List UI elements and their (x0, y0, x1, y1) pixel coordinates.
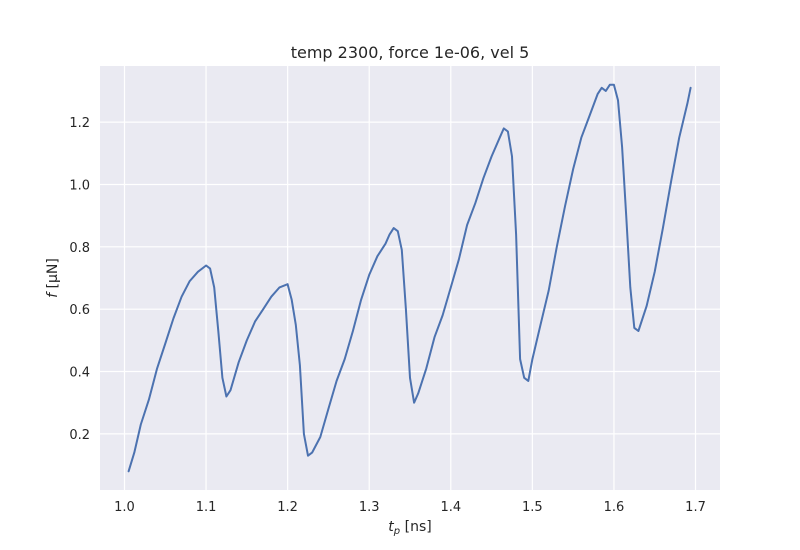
y-tick-label: 1.2 (69, 116, 90, 131)
series-line (127, 83, 692, 473)
x-axis-label-main: t (388, 519, 394, 535)
x-tick-label: 1.6 (604, 500, 625, 515)
y-axis-label: f [μN] (45, 258, 61, 298)
y-tick-label: 0.6 (69, 303, 90, 318)
x-tick-label: 1.3 (359, 500, 380, 515)
y-tick-label: 0.8 (69, 241, 90, 256)
x-tick-label: 1.5 (522, 500, 543, 515)
y-tick-label: 1.0 (69, 178, 90, 193)
x-axis-label-sub: p (393, 526, 400, 537)
x-tick-label: 1.7 (685, 500, 706, 515)
x-axis-label-unit: [ns] (400, 519, 432, 535)
y-axis-label-unit: [μN] (45, 258, 61, 293)
chart-title: temp 2300, force 1e-06, vel 5 (291, 43, 530, 62)
x-tick-label: 1.4 (440, 500, 461, 515)
y-axis-label-main: f (45, 291, 61, 298)
y-tick-label: 0.2 (69, 428, 90, 443)
x-tick-label: 1.1 (196, 500, 217, 515)
y-tick-label: 0.4 (69, 366, 90, 381)
x-tick-labels: 1.0 1.1 1.2 1.3 1.4 1.5 1.6 1.7 (114, 500, 706, 515)
x-axis-label: tp [ns] (388, 519, 431, 537)
x-tick-label: 1.2 (277, 500, 298, 515)
y-tick-labels: 0.2 0.4 0.6 0.8 1.0 1.2 (69, 116, 90, 443)
x-tick-label: 1.0 (114, 500, 135, 515)
plot-area (100, 66, 720, 490)
